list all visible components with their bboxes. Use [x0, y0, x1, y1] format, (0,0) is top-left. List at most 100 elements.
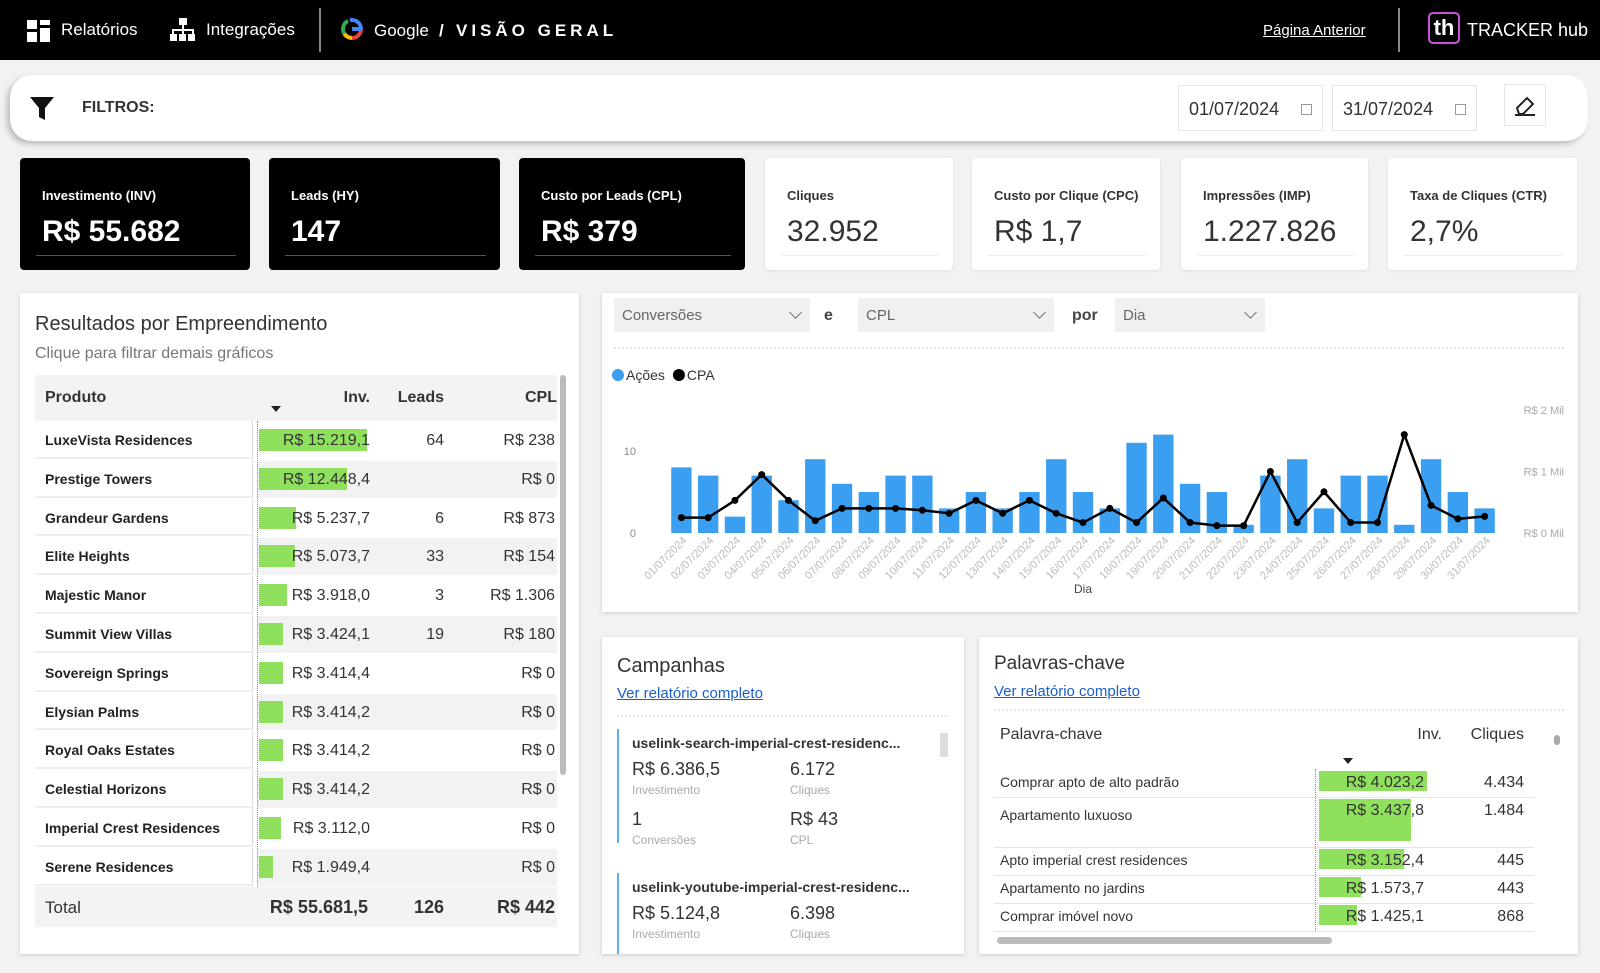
- separator: [617, 715, 947, 717]
- bar: [724, 516, 746, 533]
- date-start[interactable]: 01/07/2024: [1178, 85, 1323, 131]
- cpl-value: R$ 0: [521, 858, 555, 876]
- line-point: [1427, 501, 1435, 509]
- row-name[interactable]: Elite Heights: [45, 548, 130, 565]
- panel-title: Campanhas: [617, 655, 725, 677]
- metric-value: 1: [632, 809, 643, 829]
- brand-logo: th: [1428, 12, 1460, 44]
- bar: [912, 475, 933, 533]
- bar: [1474, 508, 1495, 533]
- v-scrollbar[interactable]: [560, 375, 566, 775]
- line-point: [1400, 431, 1408, 439]
- keyword[interactable]: Comprar apto de alto padrão: [1000, 774, 1179, 790]
- column-header: Palavra-chave: [1000, 726, 1103, 743]
- line-point: [999, 509, 1007, 517]
- inv-bar: [259, 623, 284, 645]
- line-point: [731, 496, 739, 504]
- y2-tick-label: R$ 0 Mil: [1524, 528, 1564, 540]
- line-point: [1293, 519, 1301, 527]
- clear-button[interactable]: [1504, 84, 1546, 126]
- nav-item[interactable]: Relatórios: [61, 20, 138, 39]
- separator: [1315, 769, 1316, 931]
- inv-bar: [259, 778, 284, 801]
- keyword[interactable]: Apto imperial crest residences: [1000, 852, 1188, 868]
- bar: [1340, 475, 1361, 533]
- leads-value: 3: [435, 587, 444, 605]
- separator: [614, 347, 1564, 349]
- h-scrollbar[interactable]: [997, 937, 1332, 944]
- row-name[interactable]: Elysian Palms: [45, 703, 140, 720]
- row-name[interactable]: Grandeur Gardens: [45, 509, 169, 526]
- inv-value: R$ 3.414,4: [291, 664, 370, 682]
- separator: [994, 709, 1564, 711]
- row-bg: [257, 732, 557, 770]
- google-icon: [341, 18, 363, 40]
- row-name[interactable]: Summit View Villas: [45, 626, 173, 642]
- kpi-label: Custo por Leads (CPL): [541, 188, 682, 203]
- metric-label: Cliques: [790, 783, 831, 797]
- inv-value: R$ 3.437,8: [1345, 802, 1424, 819]
- line-point: [677, 514, 685, 522]
- bar: [1313, 508, 1335, 533]
- panel-title: Resultados por Empreendimento: [35, 313, 328, 335]
- inv-value: R$ 15.219,1: [282, 432, 370, 449]
- inv-value: R$ 12.448,4: [282, 470, 370, 488]
- row-name[interactable]: Imperial Crest Residences: [45, 820, 221, 836]
- row-name[interactable]: Royal Oaks Estates: [45, 742, 175, 759]
- metric-select[interactable]: Conversões: [614, 298, 810, 332]
- legend-label: Ações: [626, 367, 665, 383]
- kpi-label: Investimento (INV): [42, 188, 157, 203]
- line-point: [838, 504, 846, 512]
- leads-value: 19: [426, 626, 444, 643]
- campaign-name[interactable]: uselink-search-imperial-crest-residenc..…: [632, 735, 901, 751]
- row-name[interactable]: Serene Residences: [45, 858, 174, 875]
- line-point: [972, 496, 980, 504]
- row-name[interactable]: LuxeVista Residences: [45, 432, 193, 448]
- date-text: 31/07/2024: [1343, 99, 1434, 119]
- kpi-value: R$ 1,7: [994, 215, 1083, 248]
- keyword[interactable]: Comprar imóvel novo: [1000, 908, 1134, 924]
- row-bg: [257, 499, 557, 537]
- inv-value: R$ 1.949,4: [291, 858, 370, 876]
- kpi-card: Leads (HY) 147: [269, 158, 500, 270]
- kpi-underline: [285, 255, 486, 256]
- metric-label: Investimento: [632, 927, 701, 941]
- cpl-value: R$ 873: [503, 509, 555, 527]
- row-name[interactable]: Sovereign Springs: [45, 664, 169, 681]
- row-name[interactable]: Prestige Towers: [45, 470, 153, 487]
- kpi-card: Investimento (INV) R$ 55.682: [20, 158, 250, 270]
- report-link[interactable]: Ver relatório completo: [617, 685, 763, 702]
- report-link[interactable]: Ver relatório completo: [994, 683, 1140, 700]
- cpl-value: R$ 1.306: [490, 587, 555, 605]
- date-end[interactable]: 31/07/2024: [1332, 85, 1477, 131]
- v-scrollbar[interactable]: [940, 733, 948, 757]
- keyword[interactable]: Apartamento no jardins: [1000, 880, 1145, 896]
- row-bg: [257, 693, 557, 731]
- metric-label: Conversões: [632, 833, 697, 847]
- line-point: [784, 496, 792, 504]
- row-line: [994, 847, 1534, 848]
- separator: [257, 421, 258, 889]
- dimension-select[interactable]: Dia: [1115, 298, 1265, 332]
- nav-item[interactable]: Integrações: [206, 20, 295, 39]
- bar: [1447, 492, 1469, 533]
- legend-swatch: [612, 369, 624, 381]
- row-name[interactable]: Majestic Manor: [45, 587, 147, 604]
- kpi-label: Custo por Clique (CPC): [994, 188, 1139, 203]
- keyword[interactable]: Apartamento luxuoso: [1000, 807, 1133, 823]
- kpi-card: Custo por Leads (CPL) R$ 379: [519, 158, 745, 270]
- inv-value: R$ 4.023,2: [1345, 774, 1424, 791]
- inv-bar: [259, 429, 367, 451]
- name-cell: [35, 731, 253, 770]
- v-scrollbar[interactable]: [1554, 735, 1560, 745]
- kpi-label: Taxa de Cliques (CTR): [1410, 188, 1548, 203]
- campaign-name[interactable]: uselink-youtube-imperial-crest-residenc.…: [632, 879, 910, 895]
- metric-select[interactable]: CPL: [858, 298, 1054, 332]
- inv-value: R$ 5.073,7: [291, 548, 370, 566]
- row-name[interactable]: Celestial Horizons: [45, 781, 167, 798]
- kpi-value: 2,7%: [1410, 215, 1479, 248]
- back-link[interactable]: Página Anterior: [1263, 22, 1366, 39]
- kpi-card: Custo por Clique (CPC) R$ 1,7: [972, 158, 1160, 270]
- row-bg: [257, 771, 557, 808]
